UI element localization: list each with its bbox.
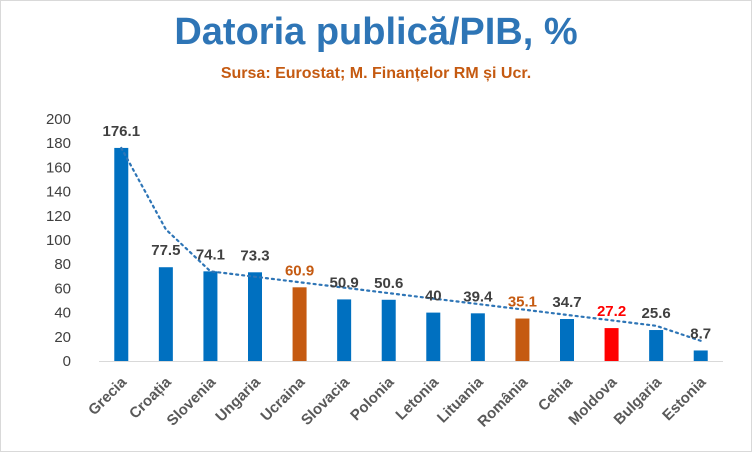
x-tick-label: România: [474, 373, 531, 430]
bar: [337, 299, 352, 361]
y-tick-label: 140: [46, 184, 71, 201]
x-tick-label: Slovenia: [164, 373, 220, 429]
data-label: 74.1: [196, 246, 225, 263]
bar: [114, 147, 129, 361]
bar: [515, 318, 530, 361]
y-tick-label: 40: [54, 305, 71, 322]
data-label: 50.9: [330, 274, 359, 291]
data-label: 27.2: [597, 303, 626, 320]
y-tick-label: 0: [63, 353, 71, 370]
bar: [649, 330, 664, 361]
bar: [248, 272, 262, 361]
data-label: 25.6: [642, 305, 671, 322]
x-tick-label: Estonia: [659, 373, 710, 424]
y-tick-label: 120: [46, 208, 71, 225]
data-label: 34.7: [552, 294, 581, 311]
x-tick-label: Bulgaria: [611, 373, 666, 428]
x-tick-label: Ungaria: [212, 373, 264, 425]
y-tick-label: 20: [54, 329, 71, 346]
bar: [470, 313, 485, 361]
bar: [381, 299, 396, 361]
x-tick-label: Grecia: [85, 373, 131, 419]
y-tick-label: 80: [54, 256, 71, 273]
chart-title: Datoria publică/PIB, %: [174, 11, 578, 53]
data-label: 176.1: [103, 123, 141, 140]
data-label: 35.1: [508, 294, 537, 311]
y-tick-label: 60: [54, 280, 71, 297]
x-tick-label: Polonia: [347, 373, 398, 424]
data-label: 8.7: [690, 325, 711, 342]
bar: [604, 328, 619, 361]
x-tick-label: Slovacia: [298, 373, 354, 429]
bar: [426, 312, 441, 361]
data-label: 60.9: [285, 262, 314, 279]
data-label: 77.5: [151, 242, 180, 259]
data-label: 50.6: [374, 275, 403, 292]
y-tick-label: 180: [46, 135, 71, 152]
bar: [203, 271, 218, 361]
bar: [560, 319, 574, 361]
trendline: [120, 146, 702, 342]
y-tick-label: 200: [46, 111, 71, 128]
x-tick-label: Moldova: [565, 373, 621, 429]
bar: [693, 350, 708, 361]
data-label: 73.3: [240, 247, 269, 264]
y-tick-label: 100: [46, 232, 71, 249]
x-tick-label: Cehia: [535, 373, 576, 414]
chart-subtitle: Sursa: Eurostat; M. Finanțelor RM și Ucr…: [220, 65, 532, 82]
bar: [158, 267, 173, 361]
y-tick-label: 160: [46, 159, 71, 176]
data-label: 40: [425, 288, 442, 305]
bar: [292, 287, 307, 361]
data-label: 39.4: [463, 288, 493, 305]
